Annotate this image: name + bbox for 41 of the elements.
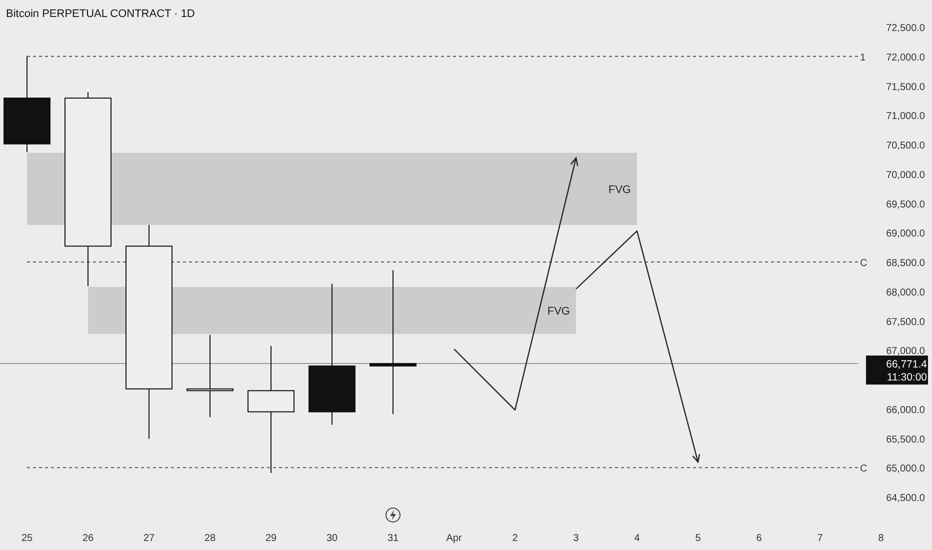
x-tick-label: 3 xyxy=(573,533,580,544)
candlestick xyxy=(370,270,416,415)
candlestick xyxy=(186,334,234,418)
y-tick-label: 66,000.0 xyxy=(886,404,926,416)
y-tick-label: 71,500.0 xyxy=(886,82,926,93)
text: C xyxy=(860,464,868,475)
x-tick-label: 5 xyxy=(695,533,702,544)
x-tick-label: 7 xyxy=(817,533,824,544)
ref-line-label: 66,771.4 xyxy=(886,358,928,371)
x-tick-label: 25 xyxy=(21,533,33,544)
y-tick-label: 65,000.0 xyxy=(886,464,926,475)
y-tick-label: 69,500.0 xyxy=(886,199,926,210)
y-tick-label: 68,500.0 xyxy=(886,258,926,269)
x-tick-label: 8 xyxy=(878,533,884,544)
chart-title: Bitcoin PERPETUAL CONTRACT · 1D xyxy=(6,8,195,20)
y-tick-label: 68,000.0 xyxy=(886,287,926,298)
y-tick-label: 72,500.0 xyxy=(886,23,926,34)
y-tick-label: 72,000.0 xyxy=(886,52,926,64)
x-tick-label: 6 xyxy=(756,533,762,544)
x-tick-label: Apr xyxy=(446,533,462,544)
x-tick-label: 4 xyxy=(634,533,640,544)
band-label: FVG xyxy=(608,184,631,196)
text: 11:30:00 xyxy=(886,372,928,384)
y-tick-label: 69,000.0 xyxy=(886,228,926,240)
y-tick-label: 65,500.0 xyxy=(886,434,926,446)
y-tick-label: 70,000.0 xyxy=(886,170,926,181)
y-tick-label: 71,000.0 xyxy=(886,111,926,122)
x-tick-label: 31 xyxy=(387,533,399,544)
x-tick-label: 30 xyxy=(326,533,338,544)
y-tick-label: 70,500.0 xyxy=(886,140,926,152)
x-tick-label: 29 xyxy=(265,533,277,544)
x-tick-label: 26 xyxy=(82,533,94,544)
y-tick-label: 67,000.0 xyxy=(886,346,926,358)
text: 1 xyxy=(860,52,866,64)
y-tick-label: 67,500.0 xyxy=(886,316,926,328)
text: C xyxy=(860,258,868,269)
band-label: FVG xyxy=(547,305,570,318)
x-tick-label: 27 xyxy=(143,533,155,544)
x-tick-label: 2 xyxy=(512,533,518,544)
y-tick-label: 64,500.0 xyxy=(886,493,926,504)
x-tick-label: 28 xyxy=(204,533,216,544)
